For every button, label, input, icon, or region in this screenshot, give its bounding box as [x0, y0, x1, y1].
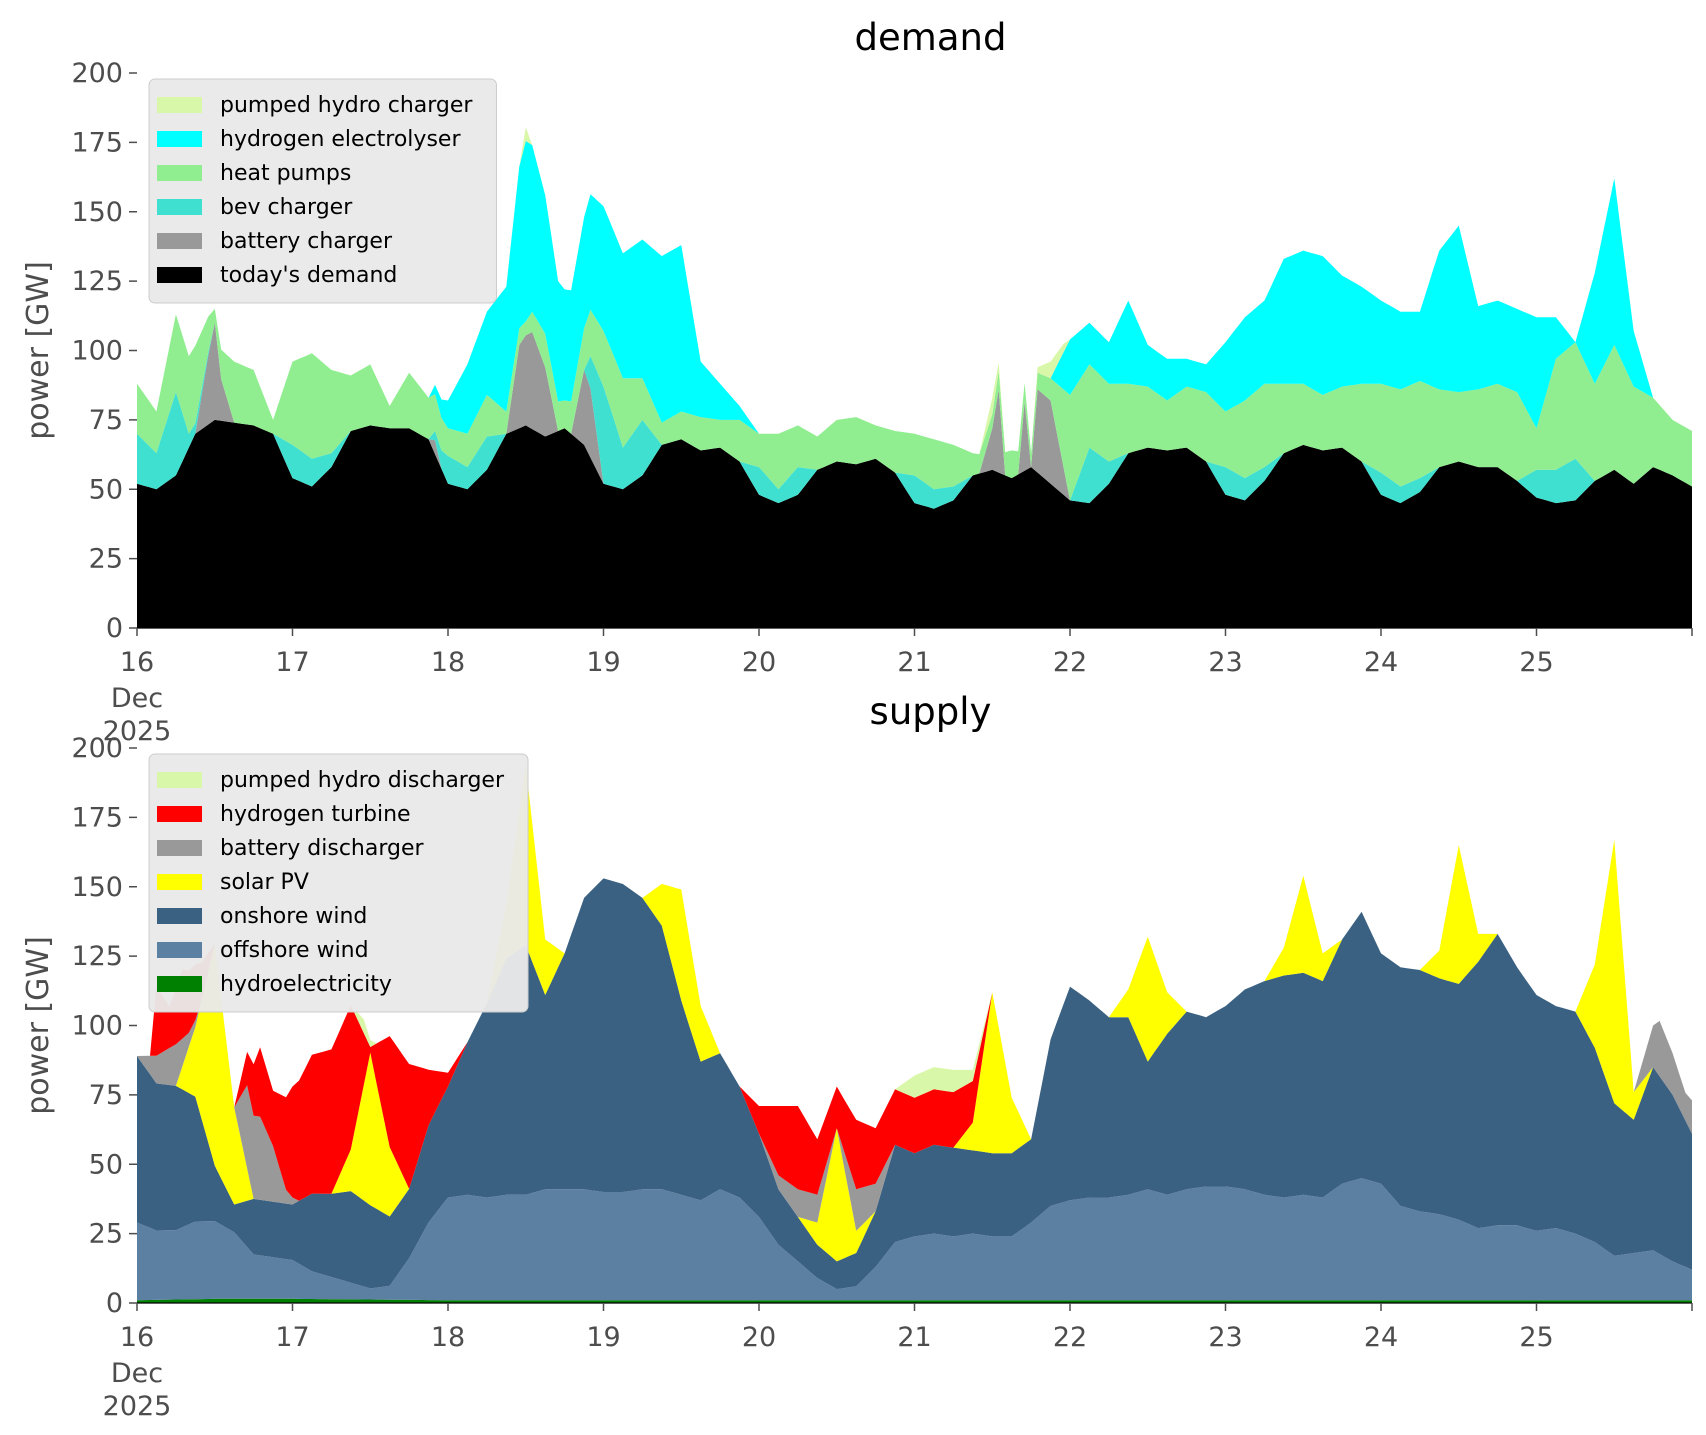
chart-0-y-tick-label: 150: [71, 197, 123, 228]
chart-0-area-battery-charger: [137, 322, 1692, 509]
chart-1-y-tick-label: 100: [71, 1011, 123, 1042]
chart-0-x-tick-label: 25: [1519, 647, 1553, 678]
chart-0-legend-label-heat-pumps: heat pumps: [220, 161, 351, 186]
chart-1-legend-swatch-solar-pv: [157, 874, 202, 890]
chart-1-x-tick-label: 22: [1053, 1322, 1087, 1353]
chart-1-legend-label-battery-discharger: battery discharger: [220, 836, 425, 861]
chart-0-x-tick-label: 17: [275, 647, 309, 678]
chart-1-x-tick-label: 20: [742, 1322, 776, 1353]
chart-0-legend-label-today-s-demand: today's demand: [220, 263, 397, 288]
chart-1-legend-swatch-pumped-hydro-discharger: [157, 772, 202, 788]
chart-1-legend-label-hydroelectricity: hydroelectricity: [220, 972, 392, 997]
chart-0-x-tick-label: 16: [120, 647, 154, 678]
chart-1-y-tick-label: 0: [106, 1288, 123, 1319]
chart-0-legend: pumped hydro charger hydrogen electrolyse…: [148, 78, 497, 304]
chart-0-y-tick-label: 200: [71, 58, 123, 89]
chart-0-y-tick-label: 175: [71, 127, 123, 158]
chart-1-y-tick-label: 200: [71, 733, 123, 764]
chart-1-x-tick-sublabel: 2025: [103, 1391, 172, 1422]
chart-0-x-tick-label: 22: [1053, 647, 1087, 678]
chart-1-area-hydrogen-turbine: [137, 764, 1692, 1201]
chart-0-x-tick-label: 21: [897, 647, 931, 678]
chart-0-y-tick-label: 125: [71, 266, 123, 297]
chart-1-x-tick-label: 23: [1208, 1322, 1242, 1353]
chart-0-y-axis-label: power [GW]: [21, 261, 56, 440]
chart-1-legend-label-hydrogen-turbine: hydrogen turbine: [220, 802, 411, 827]
chart-0-x-tick-label: 18: [431, 647, 465, 678]
chart-0-x-tick-label: 24: [1364, 647, 1398, 678]
chart-0-legend-swatch-battery-charger: [157, 233, 202, 249]
chart-1-y-tick-label: 50: [89, 1149, 123, 1180]
chart-0-legend-swatch-bev-charger: [157, 199, 202, 215]
chart-1-legend-swatch-hydroelectricity: [157, 976, 202, 992]
chart-0-x-tick-label: 19: [586, 647, 620, 678]
chart-1-x-tick-label: 24: [1364, 1322, 1398, 1353]
chart-0-legend-swatch-today-s-demand: [157, 267, 202, 283]
chart-1-y-tick-label: 175: [71, 802, 123, 833]
chart-1-legend-frame: [148, 753, 529, 1013]
chart-0-y-tick-label: 100: [71, 336, 123, 367]
chart-0-legend-swatch-hydrogen-electrolyser: [157, 131, 202, 147]
chart-0-area-bev-charger: [137, 322, 1692, 509]
chart-1-y-tick-label: 75: [89, 1080, 123, 1111]
chart-1-x-tick-label: 17: [275, 1322, 309, 1353]
chart-0-y-tick-label: 50: [89, 474, 123, 505]
chart-0-x-tick-sublabel: 2025: [103, 716, 172, 747]
chart-0-y-tick-label: 25: [89, 544, 123, 575]
chart-1-title: supply: [870, 690, 992, 733]
chart-1-y-axis-label: power [GW]: [21, 936, 56, 1115]
chart-1-legend-swatch-onshore-wind: [157, 908, 202, 924]
chart-1-legend-label-offshore-wind: offshore wind: [220, 938, 369, 963]
chart-0-legend-swatch-pumped-hydro-charger: [157, 97, 202, 113]
chart-0-x-tick-sublabel: Dec: [111, 683, 163, 714]
chart-1-legend-swatch-hydrogen-turbine: [157, 806, 202, 822]
chart-0-y-tick-label: 75: [89, 405, 123, 436]
chart-1-legend-swatch-battery-discharger: [157, 840, 202, 856]
chart-0-legend-label-pumped-hydro-charger: pumped hydro charger: [220, 93, 473, 118]
chart-1-area-offshore-wind: [137, 1178, 1692, 1301]
chart-1-y-tick-label: 25: [89, 1219, 123, 1250]
chart-0-x-tick-label: 23: [1208, 647, 1242, 678]
chart-1-area-hydroelectricity: [137, 1298, 1692, 1303]
chart-0-y-tick-label: 0: [106, 613, 123, 644]
chart-1-x-tick-label: 21: [897, 1322, 931, 1353]
chart-0-legend-frame: [148, 78, 497, 304]
chart-1-y-tick-label: 150: [71, 872, 123, 903]
chart-0-x-tick-label: 20: [742, 647, 776, 678]
chart-1-x-tick-label: 18: [431, 1322, 465, 1353]
chart-1-x-tick-label: 19: [586, 1322, 620, 1353]
chart-0-area-hydrogen-electrolyser: [137, 141, 1692, 455]
chart-1-legend-label-onshore-wind: onshore wind: [220, 904, 367, 929]
chart-0-title: demand: [855, 16, 1007, 59]
chart-0-legend-label-bev-charger: bev charger: [220, 195, 353, 220]
chart-1-y-tick-label: 125: [71, 941, 123, 972]
chart-1-x-tick-sublabel: Dec: [111, 1358, 163, 1389]
chart-1-legend-swatch-offshore-wind: [157, 942, 202, 958]
chart-1-x-tick-label: 25: [1519, 1322, 1553, 1353]
chart-1-legend-label-pumped-hydro-discharger: pumped hydro discharger: [220, 768, 505, 793]
chart-0-area-heat-pumps: [137, 308, 1692, 501]
chart-0-legend-swatch-heat-pumps: [157, 165, 202, 181]
chart-0-legend-label-hydrogen-electrolyser: hydrogen electrolyser: [220, 127, 461, 152]
chart-0-legend-label-battery-charger: battery charger: [220, 229, 393, 254]
chart-0-area-today-s-demand: [137, 419, 1692, 628]
chart-1-legend-label-solar-pv: solar PV: [220, 870, 309, 895]
chart-1-x-tick-label: 16: [120, 1322, 154, 1353]
chart-1-legend: pumped hydro discharger hydrogen turbine b…: [148, 753, 529, 1013]
